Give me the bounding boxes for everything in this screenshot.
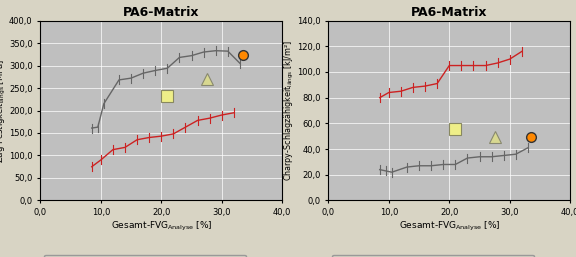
X-axis label: Gesamt-FVG$_{\mathrm{Analyse}}$ [%]: Gesamt-FVG$_{\mathrm{Analyse}}$ [%] bbox=[111, 220, 212, 233]
Y-axis label: Zug-Festigkeit$_{\mathrm{längs}}$ [MPa]: Zug-Festigkeit$_{\mathrm{längs}}$ [MPa] bbox=[0, 58, 7, 163]
Title: PA6-Matrix: PA6-Matrix bbox=[411, 6, 487, 19]
Legend: sCF-PA6, GF-PA6, sCF-GF 3%-PA6, sCF-GF 5%-PA6, sCF-GF 10%-PA6: sCF-PA6, GF-PA6, sCF-GF 3%-PA6, sCF-GF 5… bbox=[332, 255, 534, 257]
Legend: sCF-PA6, GF-PA6, sCF-GF 3%-PA6, sCF-GF 5%-PA6, sCF-GF 10%-PA6: sCF-PA6, GF-PA6, sCF-GF 3%-PA6, sCF-GF 5… bbox=[44, 255, 246, 257]
X-axis label: Gesamt-FVG$_{\mathrm{Analyse}}$ [%]: Gesamt-FVG$_{\mathrm{Analyse}}$ [%] bbox=[399, 220, 500, 233]
Title: PA6-Matrix: PA6-Matrix bbox=[123, 6, 199, 19]
Y-axis label: Charpy-Schlagzähigkeit$_{\mathrm{längs}}$ [kJ/m²]: Charpy-Schlagzähigkeit$_{\mathrm{längs}}… bbox=[283, 40, 295, 181]
